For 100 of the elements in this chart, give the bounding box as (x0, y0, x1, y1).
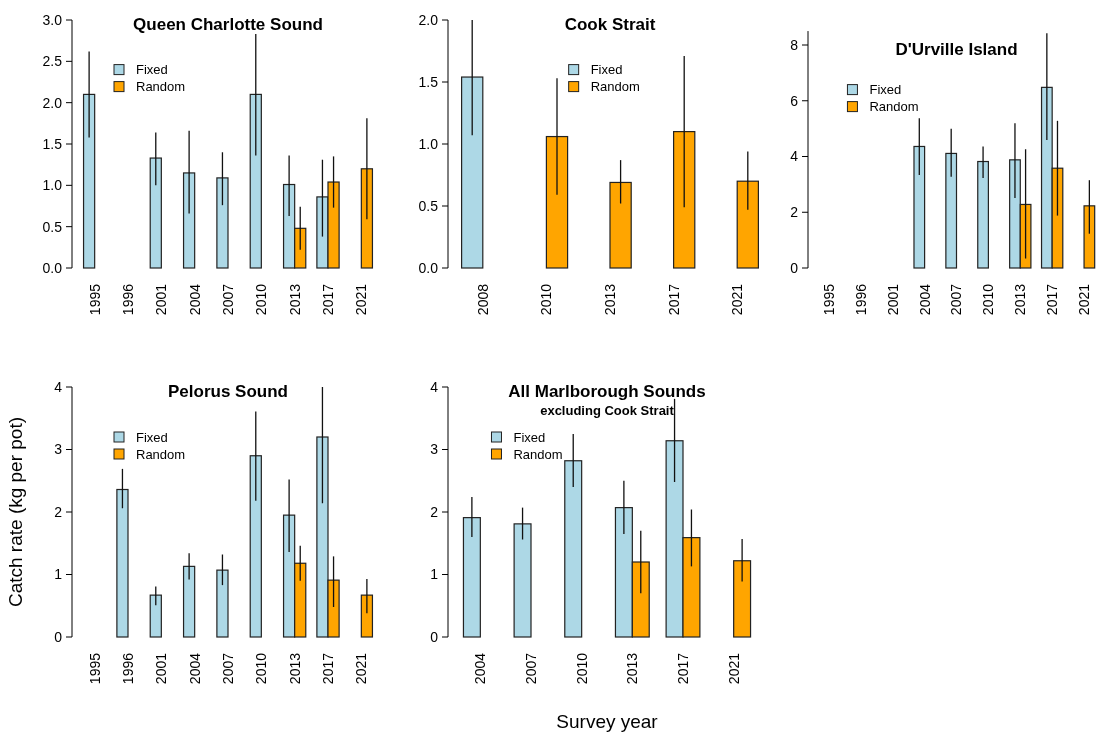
bar (609, 181, 632, 269)
x-tick-label: 2010 (980, 283, 997, 316)
y-tick-label: 0.5 (418, 197, 439, 214)
bar (216, 177, 229, 269)
x-tick-label: 2013 (286, 652, 303, 685)
bar (564, 460, 583, 638)
bar (149, 594, 162, 638)
x-tick-label: 2013 (624, 652, 641, 685)
bar (249, 455, 262, 638)
x-tick-label: 2017 (674, 652, 691, 685)
y-tick-label: 0.5 (42, 218, 63, 235)
bar (461, 76, 484, 269)
bar (977, 160, 989, 269)
bar (216, 569, 229, 638)
x-tick-label: 2001 (153, 283, 170, 316)
y-tick-label: 1 (54, 566, 63, 583)
y-tick-label: 1.5 (418, 73, 439, 90)
x-tick-label: 2021 (353, 283, 370, 316)
y-tick-label: 2 (54, 503, 63, 520)
y-tick-label: 1.0 (42, 177, 63, 194)
x-tick-label: 2013 (601, 283, 618, 316)
y-tick-label: 2.0 (42, 94, 63, 111)
y-tick-label: 0 (790, 259, 799, 276)
legend-label: Fixed (513, 429, 546, 445)
x-tick-label: 2021 (725, 652, 742, 685)
x-tick-label: 2017 (319, 283, 336, 316)
y-tick-label: 0.0 (42, 259, 63, 276)
bar (733, 560, 752, 638)
legend-label: Random (136, 79, 186, 95)
legend-label: Random (136, 446, 186, 462)
bar (360, 168, 374, 269)
y-tick-label: 4 (54, 378, 63, 395)
text: excluding Cook Strait (540, 403, 675, 418)
y-tick-label: 0 (430, 628, 439, 645)
y-tick-label: 2 (430, 503, 439, 520)
x-tick-label: 2010 (253, 283, 270, 316)
x-tick-label: 1995 (86, 283, 103, 316)
legend-label: Fixed (136, 429, 168, 445)
x-tick-label: 2021 (1075, 283, 1092, 316)
x-tick-label: 2001 (153, 652, 170, 685)
x-tick-label: 2017 (1044, 283, 1061, 316)
bar (116, 488, 129, 638)
y-tick-label: 0 (54, 628, 63, 645)
legend-label: Random (869, 99, 919, 115)
y-tick-label: 3.0 (42, 11, 63, 28)
x-tick-label: 2001 (884, 283, 901, 316)
x-tick-label: 1996 (852, 283, 869, 316)
y-tick-label: 4 (430, 378, 439, 395)
x-tick-label: 2004 (472, 652, 489, 685)
x-tick-label: 1996 (119, 283, 136, 316)
chart-title: Queen Charlotte Sound (133, 15, 323, 34)
x-tick-label: 2021 (353, 652, 370, 685)
x-tick-label: 1995 (820, 283, 837, 316)
chart-title: Cook Strait (564, 15, 656, 34)
y-tick-label: 1.5 (42, 135, 63, 152)
x-axis-title: Survey year (556, 711, 659, 732)
bar (82, 93, 96, 269)
x-tick-label: 2004 (186, 283, 203, 316)
x-tick-label: 1996 (119, 652, 136, 685)
bar (913, 145, 926, 269)
bar (149, 157, 162, 269)
legend-label: Random (513, 446, 563, 462)
x-tick-label: 2013 (286, 283, 303, 316)
bar (1083, 205, 1096, 269)
y-tick-label: 3 (430, 441, 439, 458)
y-tick-label: 2.5 (42, 53, 63, 70)
x-tick-label: 2017 (665, 283, 682, 316)
bar (182, 565, 196, 638)
x-tick-label: 2010 (573, 652, 590, 685)
legend-label: Fixed (869, 82, 902, 98)
bar (545, 135, 569, 269)
x-tick-label: 2007 (219, 283, 236, 316)
x-tick-label: 2010 (253, 652, 270, 685)
x-tick-label: 2021 (729, 283, 746, 316)
y-tick-label: 4 (790, 148, 799, 165)
legend-label: Random (590, 79, 640, 95)
x-tick-label: 2007 (522, 652, 539, 685)
bar (360, 594, 374, 638)
y-tick-label: 2 (790, 204, 799, 221)
y-tick-label: 2.0 (418, 11, 439, 28)
text: D'Urville Island (895, 40, 1018, 59)
bar (736, 180, 759, 269)
bar (249, 93, 262, 269)
y-tick-label: 0.0 (418, 259, 439, 276)
x-tick-label: 1995 (86, 652, 103, 685)
bar (513, 523, 532, 638)
y-tick-label: 8 (790, 36, 799, 53)
x-tick-label: 2004 (186, 652, 203, 685)
legend-label: Fixed (590, 62, 623, 78)
bar (462, 517, 481, 638)
y-tick-label: 1 (430, 566, 439, 583)
legend-label: Fixed (136, 62, 168, 78)
x-tick-label: 2004 (916, 283, 933, 316)
x-tick-label: 2007 (948, 283, 965, 316)
x-tick-label: 2013 (1012, 283, 1029, 316)
x-tick-label: 2007 (219, 652, 236, 685)
bar (673, 131, 696, 269)
bar (945, 152, 958, 269)
x-tick-label: 2010 (538, 283, 555, 316)
x-tick-label: 2008 (474, 283, 491, 316)
